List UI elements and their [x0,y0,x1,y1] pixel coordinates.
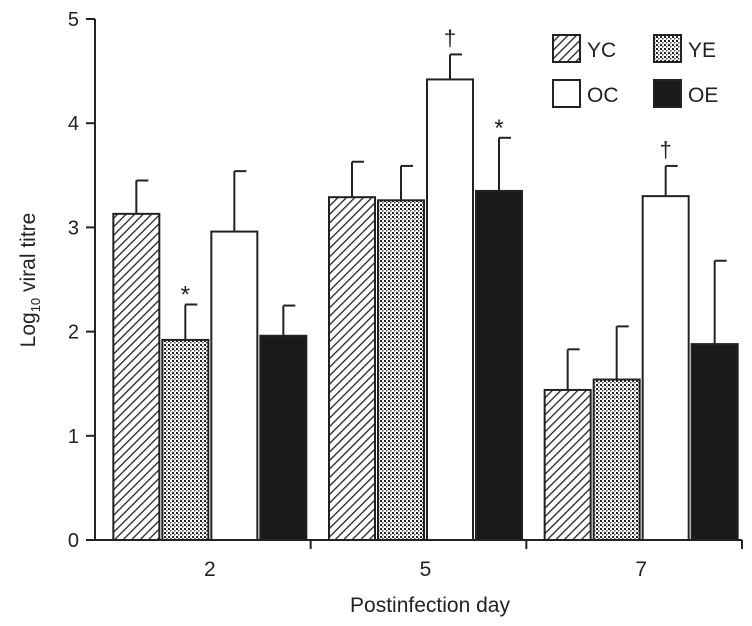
bars [112,78,739,542]
y-tick-label: 2 [68,322,79,344]
legend-label-YE: YE [688,39,716,62]
legend-swatch-YC [552,34,581,63]
bar-YC-2 [112,212,161,541]
bar-OE-7 [690,343,739,541]
legend-label-OE: OE [688,84,718,107]
significance-marker: * [494,115,503,142]
y-tick-label: 5 [68,9,79,31]
x-tick-label: 5 [420,558,432,581]
bar-YC-5 [328,196,376,541]
significance-marker: † [660,137,672,162]
y-tick-label: 0 [68,530,79,552]
bar-OC-5 [426,78,474,541]
x-tick-label: 7 [635,558,647,581]
significance-marker: * [181,282,190,309]
bar-YE-2 [161,338,210,541]
error-bars [135,53,727,390]
y-tick-label: 1 [68,426,79,448]
significance-annotations: * † * † [181,25,672,308]
legend-swatch-OE [653,79,682,108]
y-axis-title-main: Log [17,312,40,347]
y-axis-title-subscript: 10 [28,298,43,312]
bar-YE-7 [592,378,641,542]
x-axis-title: Postinfection day [350,594,510,617]
bar-OC-2 [210,230,259,541]
y-axis-title: Log10 viral titre [17,213,43,348]
legend: YC YE OC OE [552,34,718,108]
y-axis-title-rest: viral titre [17,213,40,298]
legend-label-OC: OC [587,84,619,107]
bar-OC-7 [641,195,690,541]
y-tick-label: 3 [68,217,79,239]
legend-swatch-YE [653,34,682,63]
legend-swatch-OC [552,79,581,108]
x-ticks: 2 5 7 [204,540,743,581]
legend-label-YC: YC [587,39,616,62]
y-tick-label: 4 [68,113,79,135]
bar-YC-7 [543,388,592,541]
bar-YE-5 [377,199,425,541]
significance-marker: † [444,25,456,50]
x-tick-label: 2 [204,558,216,581]
bar-OE-5 [475,189,523,541]
bar-OE-2 [259,334,308,541]
y-ticks: 0 1 2 3 4 5 [68,9,95,552]
